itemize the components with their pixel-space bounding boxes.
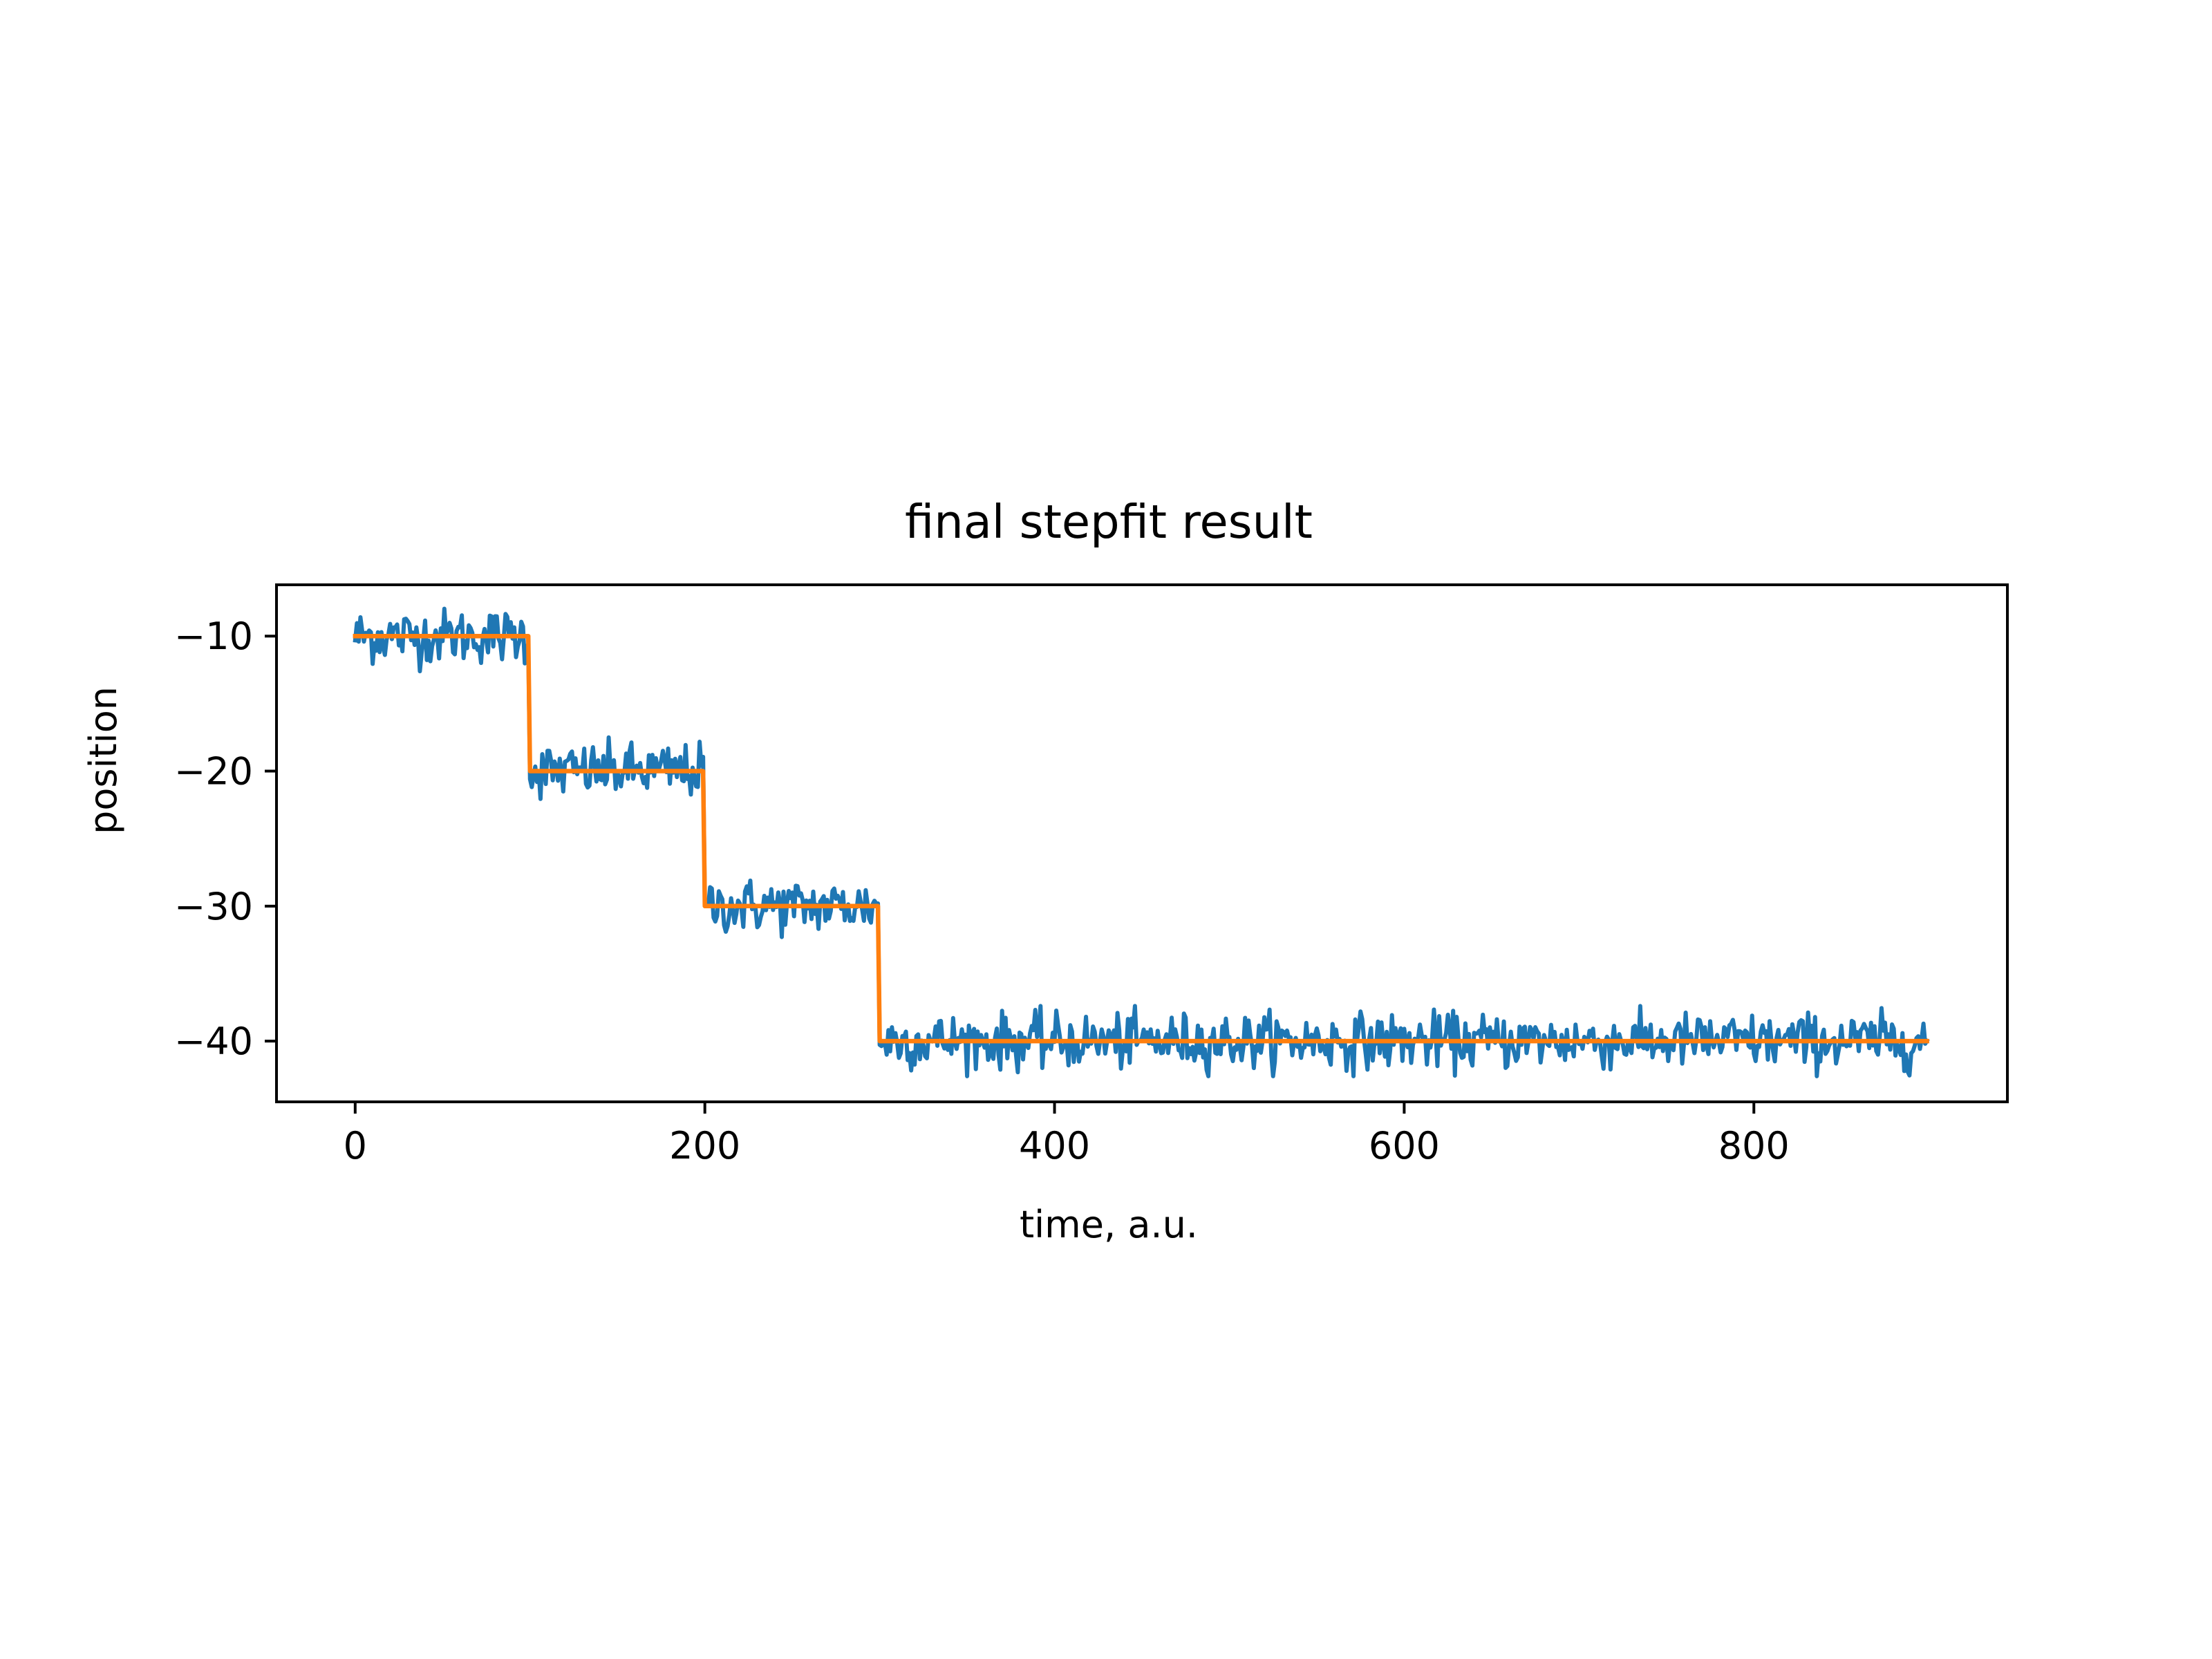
y-tick-label: −10 <box>174 615 253 658</box>
y-tick-label: −40 <box>174 1020 253 1063</box>
x-tick-label: 400 <box>1019 1124 1090 1168</box>
plot-frame <box>275 583 2009 1103</box>
y-axis-label: position <box>82 686 125 834</box>
x-axis-label: time, a.u. <box>1020 1203 1198 1246</box>
y-tick-label: −20 <box>174 750 253 794</box>
step-fit-line <box>353 633 1929 1044</box>
x-tick-label: 800 <box>1718 1124 1790 1168</box>
chart-title: final stepfit result <box>905 495 1313 549</box>
x-tick-label: 0 <box>344 1124 367 1168</box>
y-tick-label: −30 <box>174 885 253 928</box>
plot-area <box>353 606 1930 1078</box>
x-tick-label: 200 <box>669 1124 740 1168</box>
axes: 0 200 400 600 800 −10 −20 −30 −40 <box>174 583 2009 1168</box>
x-tick-label: 600 <box>1369 1124 1440 1168</box>
